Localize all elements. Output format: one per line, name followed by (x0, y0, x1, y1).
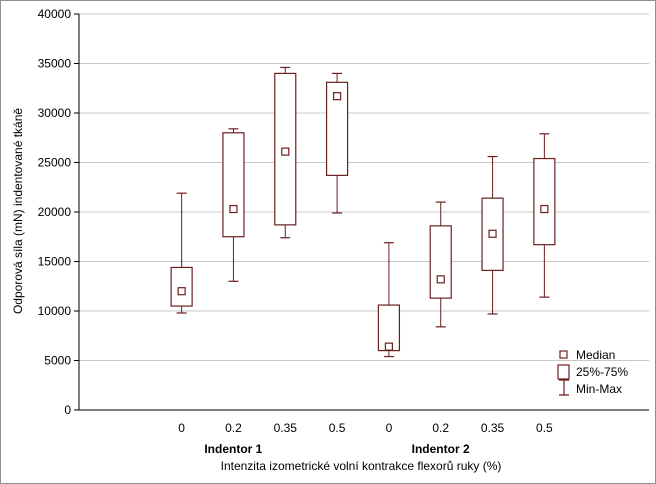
indentor1-0_5-x-tick-label: 0.5 (329, 421, 346, 435)
y-tick-label-15000: 15000 (38, 255, 72, 269)
y-tick-label-40000: 40000 (38, 7, 72, 21)
indentor2-0_5-iqr-box (533, 157, 556, 246)
legend-median-swatch (559, 350, 568, 359)
group-label-indentor1: Indentor 1 (204, 442, 262, 456)
indentor1-0_35-x-tick-label: 0.35 (274, 421, 298, 435)
y-axis-title: Odporová síla (mN) indentované tkáně (11, 108, 25, 314)
indentor2-0_5-median-marker (540, 204, 549, 214)
indentor1-0_5-median-marker (332, 92, 342, 101)
indentor1-0_2-x-tick-label: 0.2 (225, 421, 242, 435)
legend-median-label: Median (576, 348, 615, 362)
indentor2-0_2-iqr-box (429, 225, 452, 299)
indentor1-0-median-marker (177, 287, 186, 296)
legend-minmax-swatch (559, 379, 569, 396)
legend-minmax-label: Min-Max (576, 382, 622, 396)
legend-iqr-swatch (557, 364, 570, 380)
y-tick-label-10000: 10000 (38, 304, 72, 318)
indentor1-0_2-iqr-box (222, 132, 245, 238)
gridlines (79, 13, 649, 361)
box-series (170, 66, 556, 358)
x-axis-title: Intenzita izometrické volní kontrakce fl… (221, 459, 502, 473)
y-tick-label-20000: 20000 (38, 205, 72, 219)
group-label-indentor2: Indentor 2 (412, 442, 470, 456)
y-tick-label-0: 0 (64, 403, 71, 417)
indentor2-0-iqr-box (377, 304, 401, 352)
indentor1-0-iqr-box (170, 266, 193, 307)
y-tick-label-30000: 30000 (38, 106, 72, 120)
indentor1-0_35-iqr-box (274, 72, 297, 226)
legend: Median 25%-75% Min-Max (557, 348, 628, 396)
indentor1-0_35-median-marker (281, 147, 290, 156)
y-tick-labels: 0 5000 10000 15000 20000 25000 30000 35000 40000 (38, 7, 72, 417)
indentor2-0_35-x-tick-label: 0.35 (481, 421, 505, 435)
indentor2-0_35-median-marker (488, 229, 497, 238)
legend-iqr-label: 25%-75% (576, 365, 628, 379)
indentor1-0_2-median-marker (229, 204, 238, 214)
indentor2-0-median-marker (384, 342, 394, 351)
x-tick-labels: 0 0.2 0.35 0.5 0 0.2 0.35 0.5 (178, 421, 553, 435)
indentor2-0_2-median-marker (436, 275, 445, 284)
indentor2-0_5-x-tick-label: 0.5 (536, 421, 553, 435)
indentor1-0_5-iqr-box (325, 81, 349, 176)
indentor2-0_35-iqr-box (481, 197, 504, 272)
indentor1-0-x-tick-label: 0 (178, 421, 185, 435)
axes (74, 13, 649, 411)
y-tick-label-5000: 5000 (44, 354, 71, 368)
y-tick-label-25000: 25000 (38, 156, 72, 170)
group-labels: Indentor 1 Indentor 2 (204, 442, 470, 456)
indentor2-0_2-x-tick-label: 0.2 (432, 421, 449, 435)
indentor2-0-x-tick-label: 0 (386, 421, 393, 435)
y-tick-label-35000: 35000 (38, 57, 72, 71)
